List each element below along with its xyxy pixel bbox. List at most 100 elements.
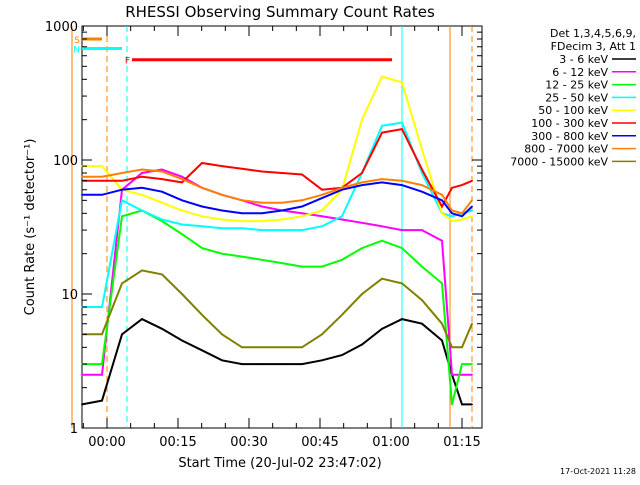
series-6-point-0 [81,193,83,196]
series-4-point-20 [461,218,463,221]
legend: Det 1,3,4,5,6,9,FDecim 3, Att 13 - 6 keV… [510,27,636,168]
series-0-point-14 [361,343,363,346]
series-8-point-16 [401,282,403,285]
legend-label-3: 25 - 50 keV [545,91,608,104]
series-1-point-5 [181,175,183,178]
series-4-point-11 [301,215,303,218]
series-2-point-8 [241,255,243,258]
x-axis-label: Start Time (20-Jul-02 23:47:02) [178,456,381,471]
series-0-point-10 [281,363,283,365]
series-7-point-21 [471,199,473,202]
series-7-point-20 [461,212,463,215]
series-5-point-20 [461,184,463,187]
legend-label-8: 7000 - 15000 keV [510,155,608,168]
legend-header-1: FDecim 3, Att 1 [551,40,636,53]
series-6-point-19 [451,212,453,215]
series-7-point-16 [401,179,403,182]
series-6-point-15 [381,181,383,184]
series-5-point-1 [101,179,103,182]
series-2-point-9 [261,258,263,261]
series-line-8 [82,269,473,349]
series-7-point-0 [81,175,83,178]
series-7-point-14 [361,181,363,184]
series-5-point-18 [441,205,443,208]
series-8-point-7 [221,333,223,336]
series-6-point-5 [181,199,183,202]
series-8-point-13 [341,313,343,316]
series-8-point-21 [471,322,473,325]
series-0-point-7 [221,359,223,362]
annotation-label-0: F [125,57,130,67]
series-1-point-12 [321,215,323,218]
series-0-point-3 [141,318,143,320]
series-5-point-4 [161,178,163,181]
series-7-point-12 [321,193,323,196]
series-6-point-12 [321,197,323,200]
series-5-point-11 [301,173,303,176]
series-7-point-8 [241,199,243,202]
series-1-point-11 [301,212,303,215]
series-6-point-11 [301,205,303,208]
series-1-point-14 [361,221,363,224]
series-2-point-5 [181,233,183,236]
series-5-point-21 [471,179,473,182]
x-axis: 00:00 00:15 00:30 00:45 01:00 01:15 [82,26,481,450]
series-0-point-6 [201,349,203,352]
legend-label-7: 800 - 7000 keV [524,143,608,156]
series-1-point-18 [441,239,443,242]
y-tick-label-1: 10 [61,288,78,303]
series-5-point-6 [201,162,203,164]
series-0-point-1 [101,399,103,402]
series-line-7 [82,168,473,215]
series-1-point-15 [381,225,383,228]
series-2-point-16 [401,247,403,250]
series-6-point-16 [401,184,403,187]
series-2-point-2 [121,215,123,218]
series-3-point-19 [451,215,453,218]
series-3-point-11 [301,229,303,232]
series-8-point-3 [141,269,143,272]
series-2-point-15 [381,239,383,242]
series-4-point-5 [181,209,183,212]
series-2-point-7 [221,252,223,255]
series-0-point-15 [381,327,383,330]
series-3-point-8 [241,227,243,230]
series-6-point-14 [361,184,363,187]
series-7-point-2 [121,172,123,174]
series-7-point-4 [161,170,163,173]
series-6-point-8 [241,212,243,215]
legend-label-4: 50 - 100 keV [538,104,608,117]
series-8-point-4 [161,273,163,276]
series-4-point-18 [441,212,443,215]
series-8-point-1 [101,333,103,336]
series-7-point-3 [141,168,143,171]
series-8-point-11 [301,346,303,349]
legend-label-5: 100 - 300 keV [531,117,608,130]
series-0-point-12 [321,359,323,362]
legend-label-0: 3 - 6 keV [559,53,608,66]
series-line-6 [82,181,473,218]
series-6-point-10 [281,209,283,212]
series-layer [81,75,473,406]
series-7-point-11 [301,199,303,202]
series-3-point-12 [321,225,323,228]
series-3-point-5 [181,223,183,226]
series-4-point-12 [321,209,323,212]
y-axis-label: Count Rate (s⁻¹ detector⁻¹) [23,139,38,316]
series-1-point-21 [471,373,473,376]
series-6-point-21 [471,205,473,208]
series-3-point-4 [161,218,163,221]
series-5-point-14 [361,172,363,174]
series-4-point-3 [141,193,143,196]
series-1-point-4 [161,168,163,171]
legend-header-0: Det 1,3,4,5,6,9, [550,27,636,40]
timestamp: 17-Oct-2021 11:28 [560,467,636,476]
series-2-point-1 [101,363,103,365]
series-6-point-18 [441,199,443,202]
series-4-point-17 [421,148,423,151]
series-4-point-14 [361,118,363,121]
series-4-point-10 [281,218,283,221]
series-4-point-7 [221,218,223,221]
